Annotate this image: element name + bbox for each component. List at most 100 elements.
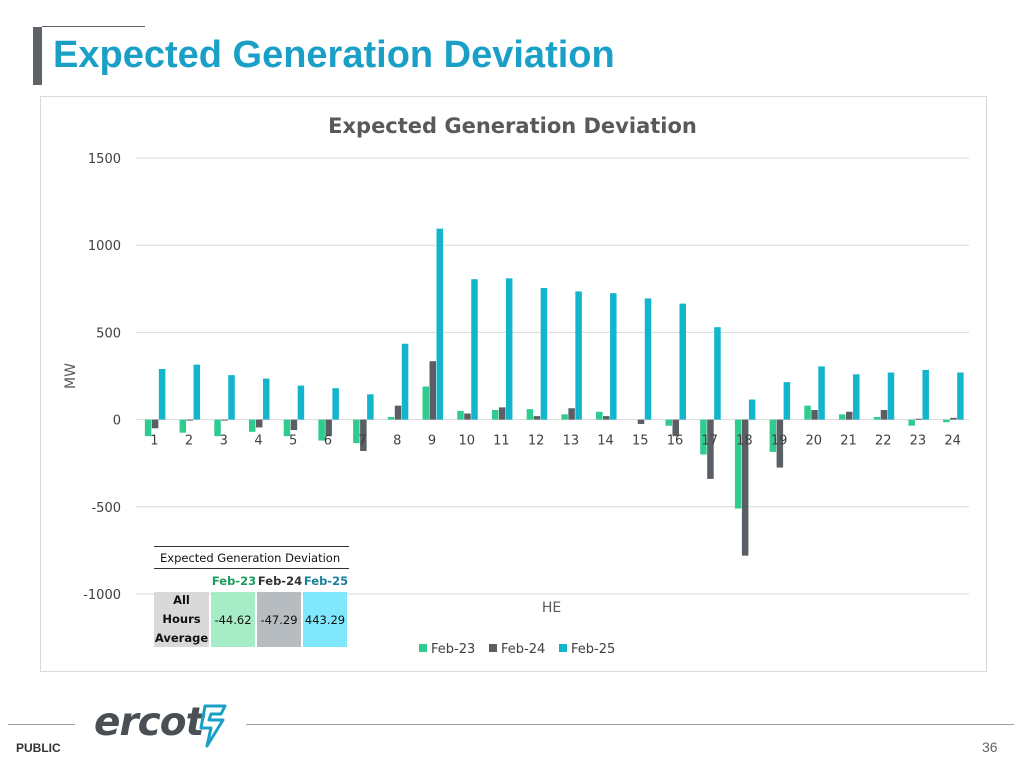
bar-feb-23-he9 [422,386,430,420]
bar-feb-23-he1 [144,419,152,437]
page-title: Expected Generation Deviation [53,34,615,76]
page-number: 36 [982,739,998,755]
bar-feb-25-he19 [783,382,791,420]
bar-feb-24-he19 [776,419,784,468]
summary-header-feb25: Feb-25 [303,574,349,588]
bar-feb-23-he3 [214,419,221,437]
bar-feb-25-he2 [193,364,201,420]
bar-feb-24-he20 [811,410,818,420]
bar-feb-24-he7 [360,419,367,451]
x-tick-label: 9 [428,434,436,449]
bar-feb-24-he8 [394,405,402,420]
x-tick-label: 22 [875,434,892,449]
bar-feb-25-he21 [853,374,860,420]
bar-feb-24-he9 [429,361,437,420]
bar-feb-25-he16 [679,303,686,420]
bar-feb-24-he5 [290,419,298,431]
bar-feb-23-he13 [561,414,568,420]
bar-feb-25-he18 [748,399,756,420]
bar-chart: Expected Generation Deviation 1500 1000 500… [63,114,969,657]
bar-feb-23-he10 [457,410,464,420]
summary-table-row: All Hours Average -44.62 -47.29 443.29 [154,592,349,647]
row-label-line: Hours [162,612,201,626]
y-tick-label: 0 [113,414,121,429]
summary-table-title: Expected Generation Deviation [154,546,349,569]
chart-title: Expected Generation Deviation [328,114,697,138]
legend-swatch-feb-25 [559,644,567,652]
bar-feb-24-he24 [950,417,957,420]
bar-feb-23-he21 [839,414,846,420]
x-tick-label: 16 [667,434,684,449]
x-tick-label: 13 [563,434,580,449]
x-tick-label: 12 [528,434,545,449]
summary-header-feb24: Feb-24 [257,574,303,588]
title-accent-bar [33,27,42,85]
x-tick-label: 17 [701,434,718,449]
y-tick-label: 1500 [88,152,121,167]
legend-label-feb-24: Feb-24 [501,642,545,657]
bar-feb-24-he2 [186,419,194,421]
bar-feb-25-he22 [887,372,895,420]
ercot-logo: ercot [94,700,234,750]
y-axis-label: MW [63,363,79,389]
bar-feb-23-he17 [700,419,707,455]
bar-feb-25-he13 [575,291,582,420]
x-tick-label: 11 [493,434,510,449]
x-tick-label: 8 [393,434,401,449]
bar-feb-24-he6 [325,419,332,437]
x-tick-label: 1 [150,434,158,449]
bar-feb-24-he21 [846,411,853,420]
bar-feb-25-he23 [922,369,929,420]
x-tick-label: 3 [220,434,228,449]
legend-swatch-feb-24 [489,644,497,652]
bar-feb-23-he24 [943,419,950,423]
bar-feb-23-he14 [596,411,603,420]
summary-header-feb23: Feb-23 [211,574,257,588]
bar-feb-25-he10 [471,279,478,420]
x-tick-label: 20 [806,434,823,449]
summary-value-feb23: -44.62 [211,592,255,647]
bar-feb-23-he11 [491,410,499,420]
bar-feb-23-he12 [526,409,534,420]
row-label-line: Average [154,631,209,645]
bar-feb-23-he5 [283,419,291,437]
bar-feb-24-he14 [603,416,610,420]
bar-feb-23-he6 [318,419,325,441]
bar-feb-25-he17 [714,327,721,420]
x-tick-label: 4 [254,434,262,449]
summary-value-feb24: -47.29 [257,592,301,647]
bar-feb-23-he22 [873,416,881,420]
legend-label-feb-23: Feb-23 [431,642,475,657]
bar-feb-23-he19 [769,419,777,452]
x-tick-label: 7 [358,434,366,449]
bar-feb-24-he23 [915,418,922,420]
x-tick-label: 21 [840,434,857,449]
bar-feb-24-he12 [533,416,541,420]
legend-swatch-feb-23 [419,644,427,652]
y-tick-label: -500 [91,501,121,516]
y-tick-label: 1000 [88,239,121,254]
bar-feb-25-he20 [818,366,825,420]
bar-feb-25-he9 [436,228,444,420]
chart-frame: Expected Generation Deviation 1500 1000 500… [40,96,987,672]
bar-feb-25-he3 [228,375,235,420]
summary-table-headers: Feb-23 Feb-24 Feb-25 [154,574,349,588]
bar-feb-24-he1 [151,419,159,429]
summary-row-label: All Hours Average [154,592,209,647]
bar-feb-24-he16 [672,419,679,437]
bar-feb-23-he8 [387,416,395,420]
bar-feb-23-he16 [665,419,672,426]
bar-feb-24-he10 [464,413,471,420]
bar-feb-24-he13 [568,408,575,420]
bar-feb-25-he15 [644,298,652,420]
footer-rule-left [8,724,75,725]
bar-feb-23-he20 [804,405,811,420]
y-tick-label: 500 [96,326,121,341]
lightning-bolt-icon [199,704,227,748]
logo-wordmark: ercot [94,700,204,745]
x-tick-label: 14 [597,434,614,449]
bar-feb-24-he17 [707,419,714,479]
bar-feb-25-he7 [367,394,374,420]
bar-feb-23-he2 [179,419,187,433]
row-label-line: All [173,593,190,607]
